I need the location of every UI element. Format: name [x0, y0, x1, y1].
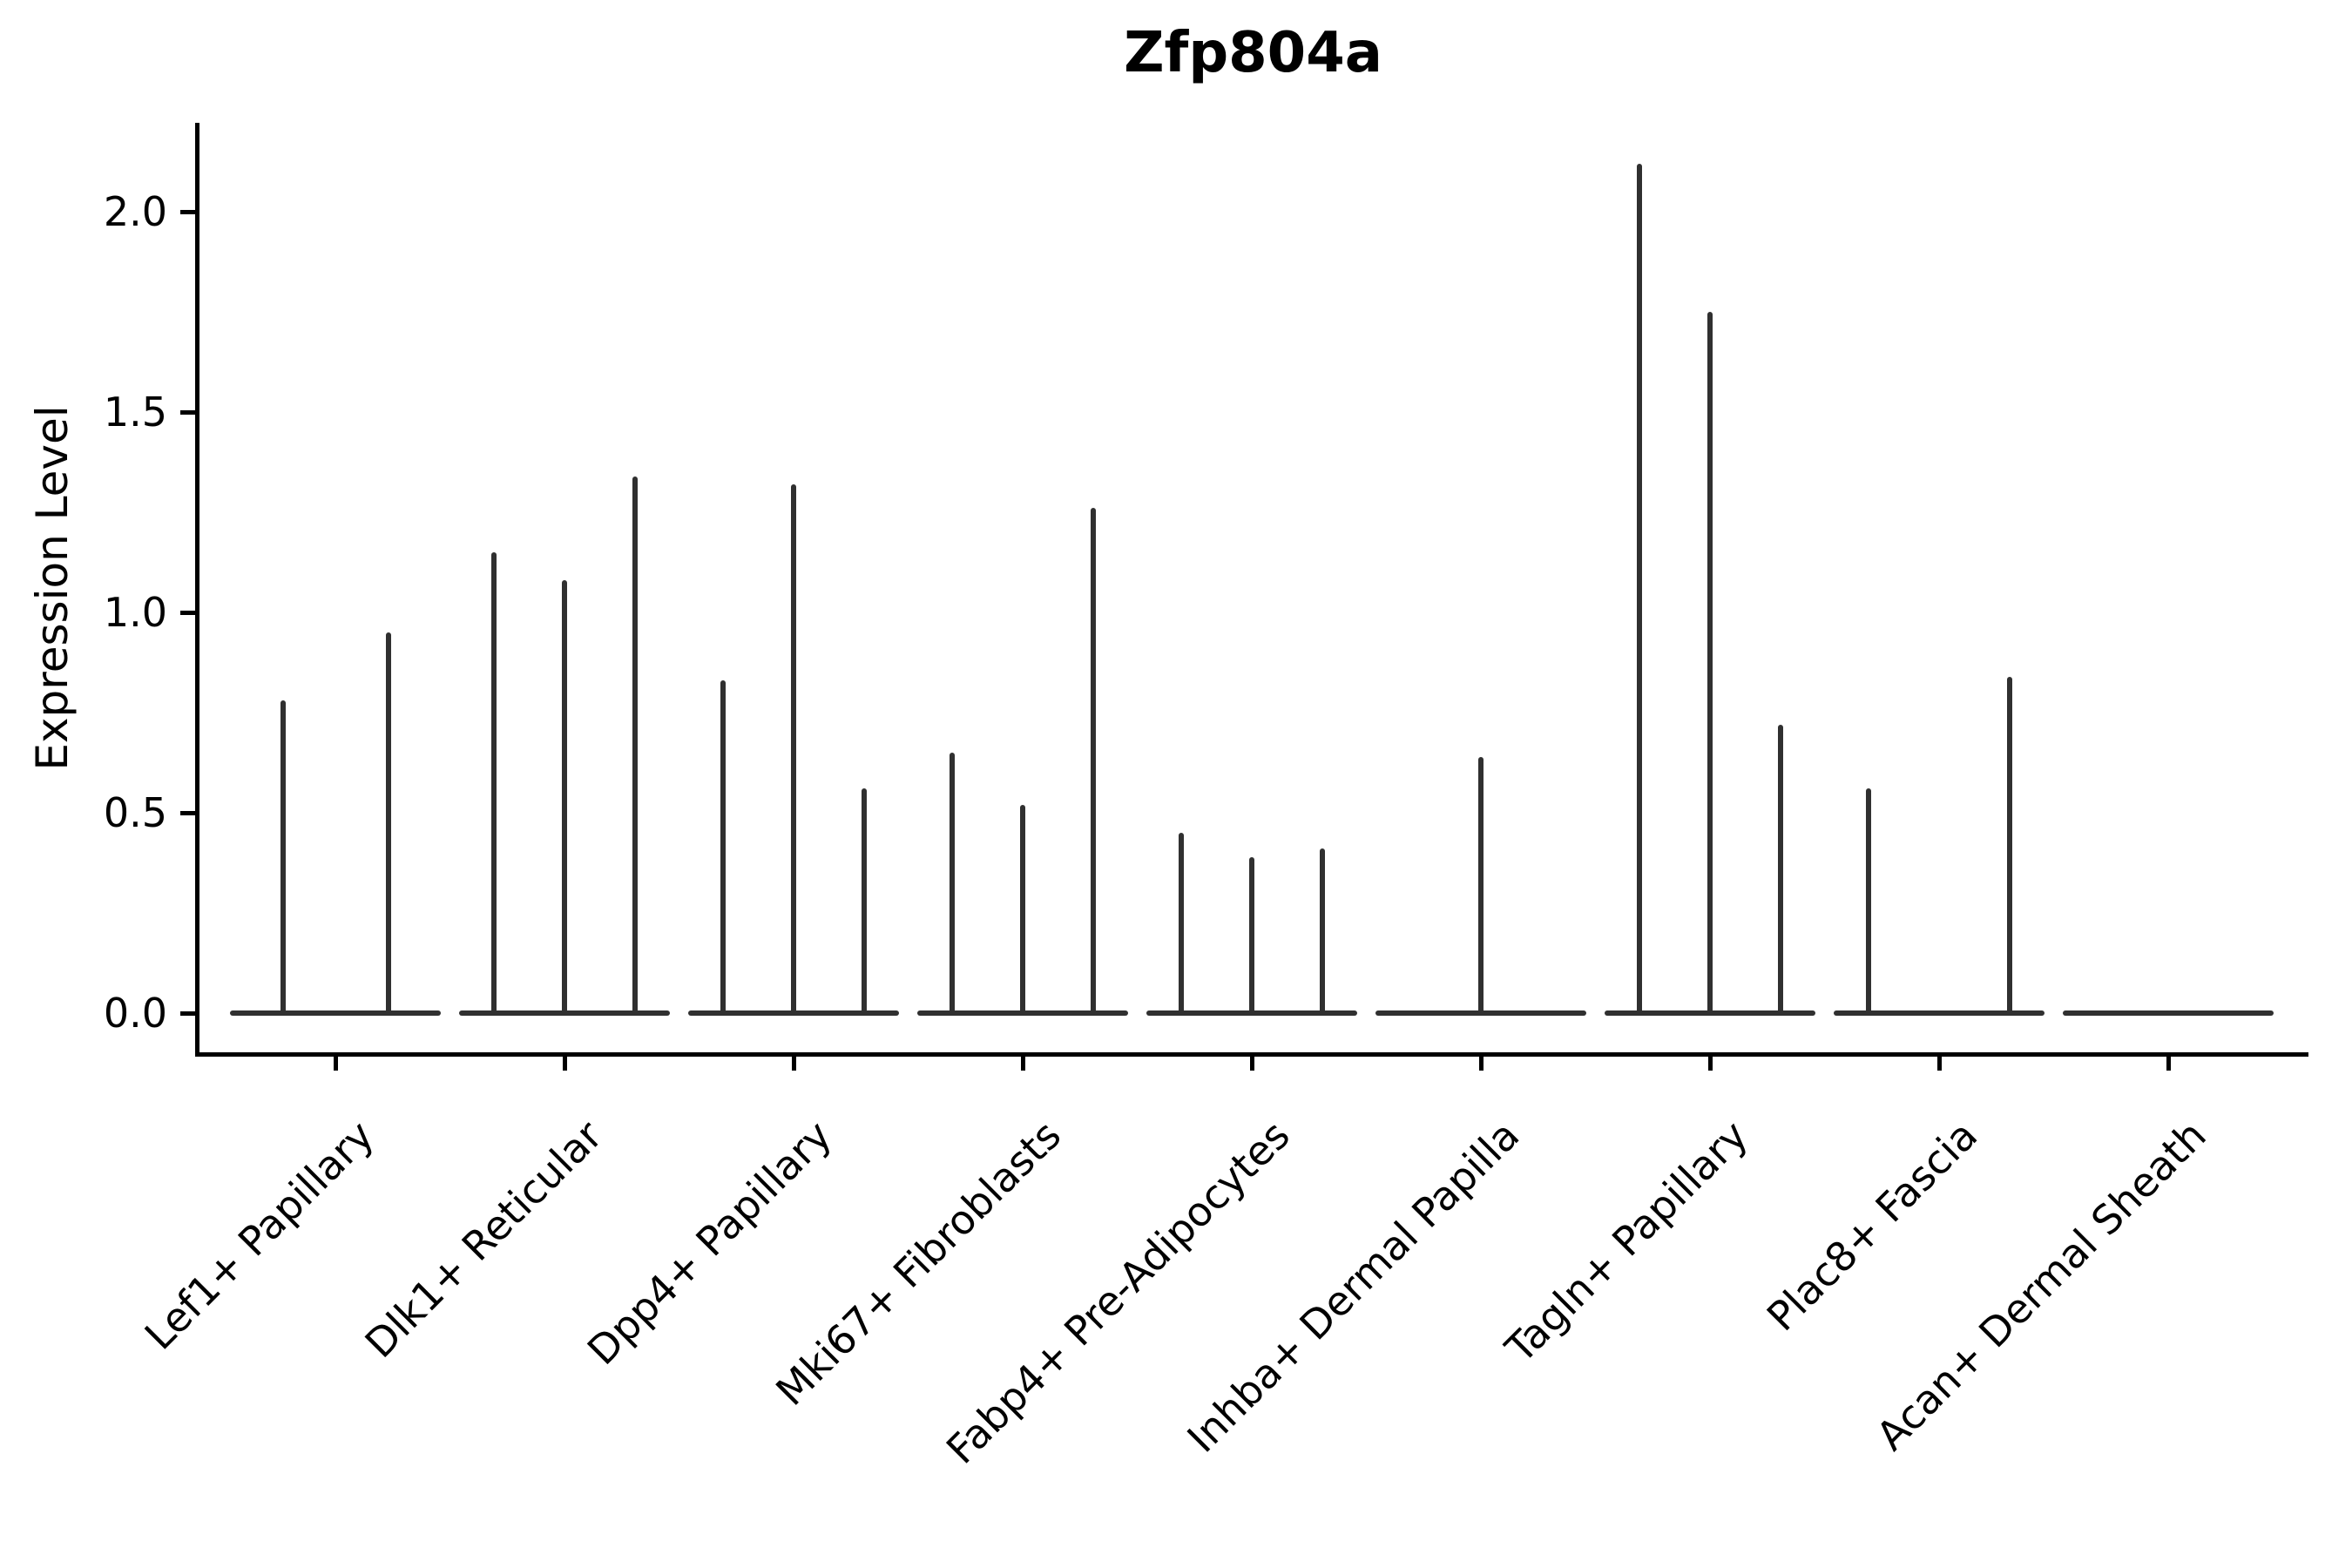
x-tick-mark	[1478, 1057, 1484, 1071]
x-tick-mark	[1020, 1057, 1025, 1071]
x-tick-label: Plac8+ Fascia	[1757, 1111, 1987, 1341]
x-tick-label: Lef1+ Papillary	[135, 1111, 383, 1359]
y-tick-label: 1.0	[103, 589, 167, 636]
violin-spike	[2006, 676, 2012, 1016]
y-axis-spine	[195, 123, 199, 1054]
violin-spike	[791, 483, 796, 1016]
chart-title: Zfp804a	[1124, 21, 1382, 85]
violin-spike	[491, 552, 497, 1016]
violin-spike	[632, 476, 638, 1016]
x-tick-label: Tagln+ Papillary	[1497, 1111, 1758, 1372]
x-tick-label: Dpp4+ Papillary	[578, 1111, 841, 1375]
x-tick-mark	[791, 1057, 796, 1071]
y-tick-label: 1.5	[103, 389, 167, 436]
violin-spike	[1020, 804, 1025, 1016]
violin-spike	[1637, 163, 1643, 1016]
y-tick-mark	[180, 409, 196, 415]
x-tick-mark	[1707, 1057, 1713, 1071]
x-tick-mark	[2166, 1057, 2171, 1071]
violin-baseline	[2063, 1010, 2274, 1016]
violin-baseline	[230, 1010, 441, 1016]
violin-spike	[1319, 848, 1325, 1016]
y-tick-label: 0.0	[103, 990, 167, 1037]
violin-spike	[1090, 508, 1096, 1016]
violin-spike	[1777, 724, 1783, 1016]
x-tick-label: Dlk1+ Reticular	[355, 1111, 612, 1368]
violin-spike	[280, 700, 286, 1016]
violin-spike	[1478, 756, 1484, 1016]
y-tick-label: 2.0	[103, 188, 167, 235]
violin-spike	[385, 632, 391, 1016]
violin-spike	[1249, 856, 1254, 1016]
violin-spike	[720, 680, 727, 1016]
violin-baseline	[1834, 1010, 2044, 1016]
violin-spike	[861, 788, 867, 1016]
x-tick-mark	[333, 1057, 338, 1071]
y-tick-mark	[180, 1010, 196, 1016]
violin-spike	[950, 753, 956, 1016]
x-axis-spine	[195, 1052, 2308, 1057]
violin-spike	[1179, 833, 1185, 1016]
y-tick-label: 0.5	[103, 789, 167, 836]
y-tick-mark	[180, 610, 196, 615]
violin-spike	[562, 580, 567, 1016]
x-tick-mark	[562, 1057, 567, 1071]
x-tick-mark	[1249, 1057, 1254, 1071]
x-tick-mark	[1936, 1057, 1942, 1071]
y-tick-mark	[180, 209, 196, 214]
violin-spike	[1707, 312, 1713, 1016]
y-tick-mark	[180, 810, 196, 815]
violin-spike	[1866, 788, 1872, 1016]
